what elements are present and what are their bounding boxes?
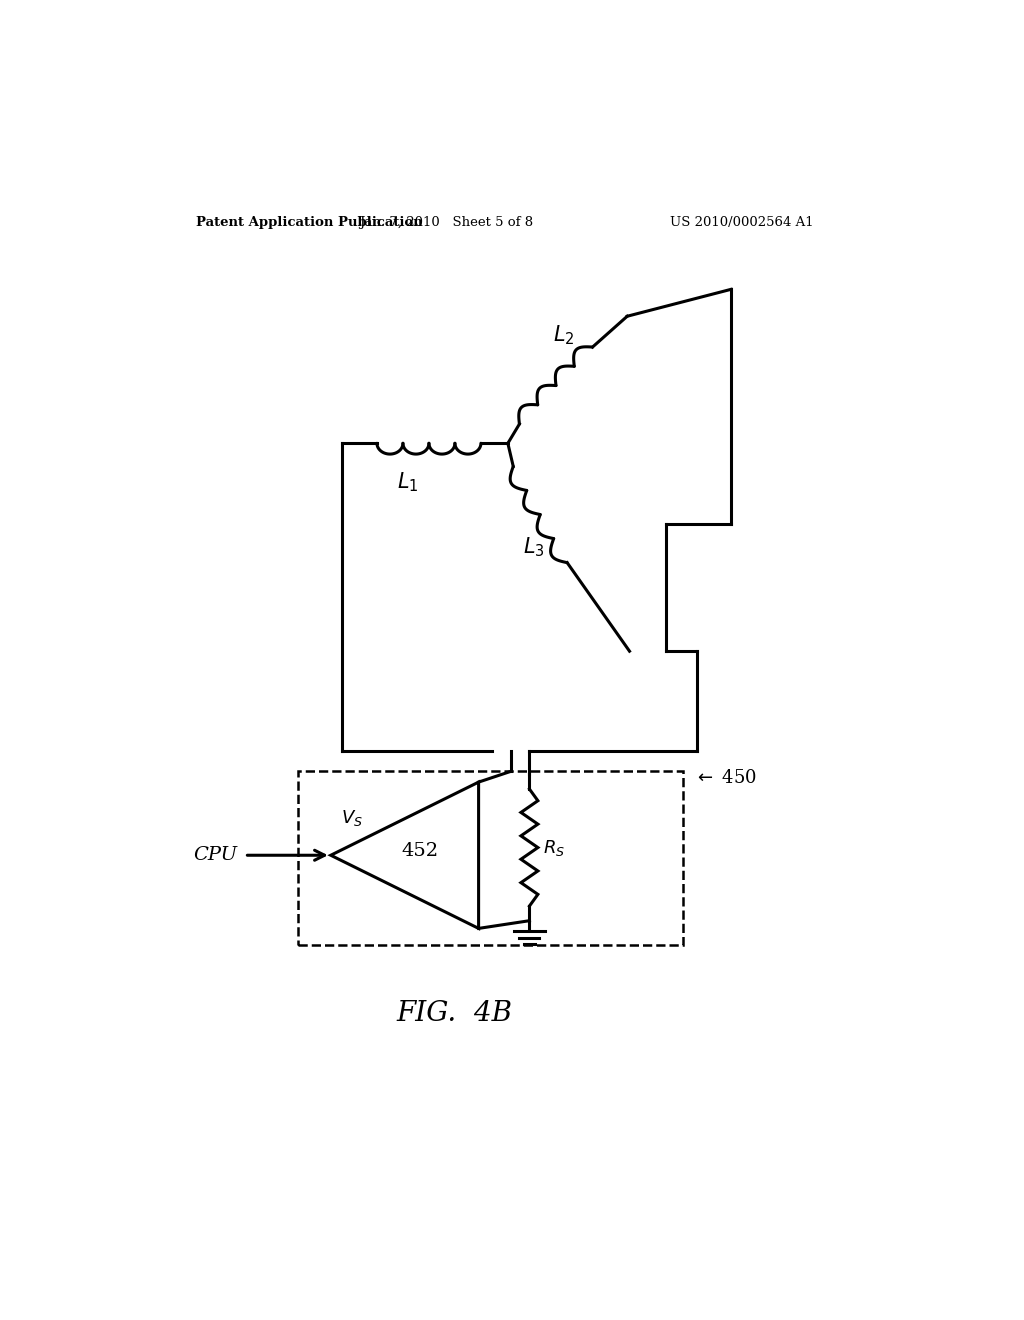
Text: $L_1$: $L_1$ (397, 470, 419, 494)
Text: 452: 452 (401, 842, 438, 861)
Text: Patent Application Publication: Patent Application Publication (196, 216, 423, 230)
Text: Jan. 7, 2010   Sheet 5 of 8: Jan. 7, 2010 Sheet 5 of 8 (359, 216, 534, 230)
Bar (298, 771, 683, 945)
Text: $L_2$: $L_2$ (553, 323, 574, 347)
Text: US 2010/0002564 A1: US 2010/0002564 A1 (670, 216, 813, 230)
Text: $V_S$: $V_S$ (341, 808, 364, 829)
Text: $\leftarrow$ 450: $\leftarrow$ 450 (694, 770, 757, 787)
Text: $L_3$: $L_3$ (523, 536, 545, 560)
Text: FIG.  4B: FIG. 4B (396, 999, 512, 1027)
Text: $R_S$: $R_S$ (544, 838, 565, 858)
Text: CPU: CPU (194, 846, 238, 865)
